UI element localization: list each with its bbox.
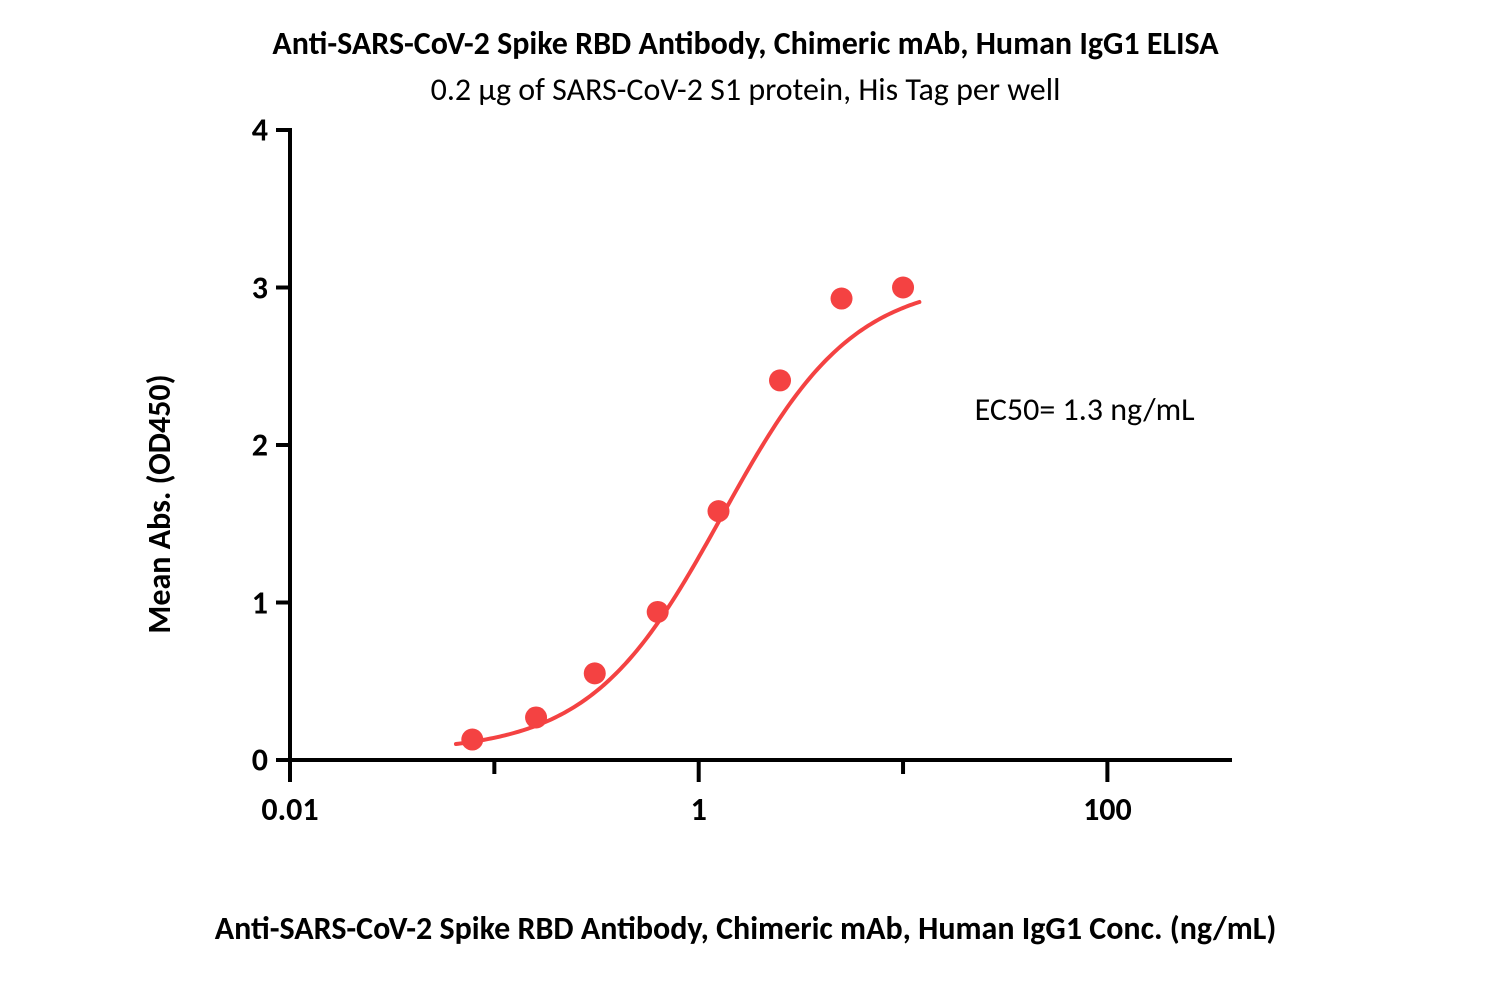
- y-tick-label: 1: [218, 583, 268, 622]
- y-tick-label: 3: [218, 268, 268, 307]
- chart-subtitle: 0.2 μg of SARS-CoV-2 S1 protein, His Tag…: [0, 70, 1491, 109]
- y-tick-label: 2: [218, 426, 268, 465]
- chart-title: Anti-SARS-CoV-2 Spike RBD Antibody, Chim…: [0, 24, 1491, 63]
- ec50-annotation: EC50= 1.3 ng/mL: [975, 390, 1195, 429]
- x-tick-label: 1: [691, 790, 707, 829]
- x-tick-label: 100: [1083, 790, 1132, 829]
- y-tick-label: 4: [218, 111, 268, 150]
- plot-area: 01234 0.011100 EC50= 1.3 ng/mL: [260, 120, 1240, 800]
- chart-svg: [260, 120, 1240, 800]
- x-axis-label: Anti-SARS-CoV-2 Spike RBD Antibody, Chim…: [0, 909, 1491, 948]
- y-axis-label: Mean Abs. (OD450): [140, 374, 179, 633]
- y-tick-label: 0: [218, 741, 268, 780]
- x-tick-label: 0.01: [261, 790, 318, 829]
- chart-container: Anti-SARS-CoV-2 Spike RBD Antibody, Chim…: [0, 0, 1491, 1008]
